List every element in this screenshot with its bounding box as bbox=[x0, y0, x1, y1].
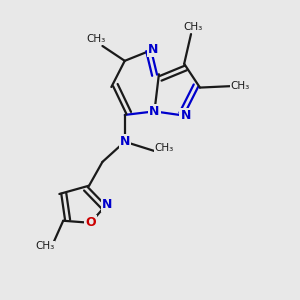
Text: CH₃: CH₃ bbox=[230, 81, 250, 91]
Text: N: N bbox=[149, 105, 160, 118]
Text: CH₃: CH₃ bbox=[87, 34, 106, 44]
Text: CH₃: CH₃ bbox=[35, 241, 55, 251]
Text: CH₃: CH₃ bbox=[154, 143, 174, 153]
Text: CH₃: CH₃ bbox=[184, 22, 203, 32]
Text: N: N bbox=[148, 43, 158, 56]
Text: O: O bbox=[85, 216, 96, 229]
Text: N: N bbox=[119, 135, 130, 148]
Text: N: N bbox=[102, 198, 112, 211]
Text: N: N bbox=[181, 109, 191, 122]
